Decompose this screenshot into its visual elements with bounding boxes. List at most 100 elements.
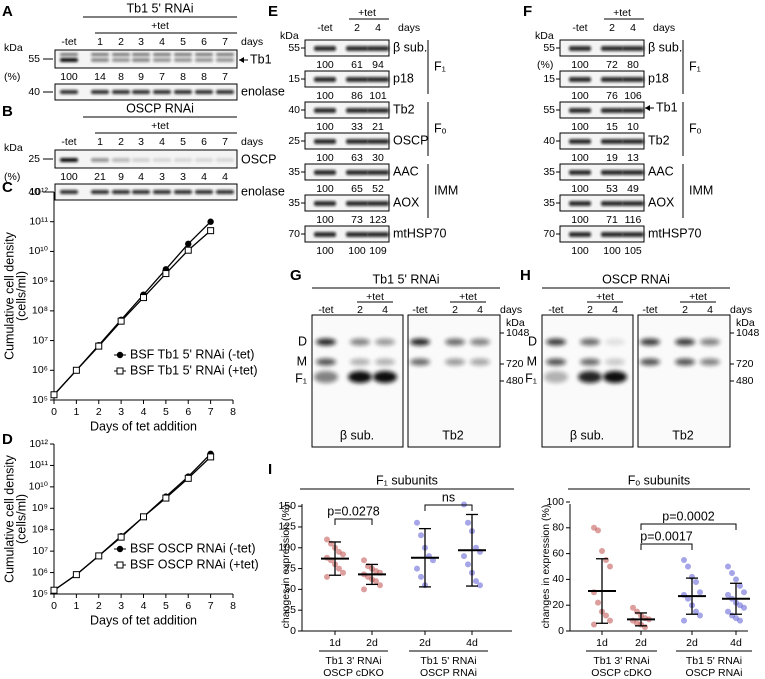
label: 35 — [543, 166, 555, 178]
band — [601, 201, 623, 206]
label: 100 — [316, 121, 334, 133]
gel-band — [314, 371, 338, 383]
label: 100 — [603, 245, 621, 257]
label: D — [298, 334, 307, 348]
band — [112, 90, 130, 94]
band — [346, 170, 368, 175]
label: 49 — [627, 183, 639, 195]
point — [162, 494, 170, 502]
gel-band — [640, 338, 660, 346]
label: 100 — [348, 245, 366, 257]
band — [569, 46, 591, 51]
gel-band — [605, 338, 625, 346]
label: 65 — [351, 183, 363, 195]
label: D — [528, 334, 537, 348]
label: D — [2, 431, 13, 448]
label: p=0.0278 — [327, 504, 380, 518]
label: 2d — [419, 637, 431, 649]
point — [117, 533, 125, 541]
band — [569, 170, 591, 175]
label: 10⁵ — [32, 394, 48, 406]
gel-band — [410, 358, 430, 366]
label: 100 — [316, 183, 334, 195]
band — [174, 58, 192, 62]
band — [174, 53, 192, 56]
label: +tet — [366, 291, 384, 303]
gel-band — [410, 338, 430, 346]
label: 1048 — [506, 327, 530, 339]
band — [153, 53, 171, 56]
label: A — [2, 3, 13, 20]
label: H — [520, 267, 531, 284]
band — [132, 53, 150, 56]
label: 6 — [185, 406, 191, 418]
label: 40 — [552, 573, 564, 585]
point — [72, 366, 80, 374]
bracket — [424, 504, 473, 511]
label: p=0.0002 — [662, 509, 715, 523]
series-line — [53, 230, 212, 396]
label: 25 — [284, 604, 296, 616]
label: 0 — [290, 625, 296, 637]
label: OSCP RNAi — [420, 667, 477, 679]
point — [461, 501, 467, 508]
label: AAC — [393, 164, 419, 178]
label: F₁ — [689, 59, 701, 73]
point — [591, 621, 597, 628]
label: Cumulative cell density — [2, 231, 16, 360]
label: days — [241, 136, 263, 148]
point — [336, 565, 342, 572]
label: 116 — [625, 214, 642, 226]
label: 3 — [138, 136, 144, 148]
label: enolase — [241, 84, 285, 98]
label: 15 — [606, 121, 618, 133]
label: F₁ subunits — [376, 473, 438, 487]
label: 10⁸ — [32, 305, 48, 317]
label: Tb1 5' RNAi — [373, 272, 440, 286]
point — [207, 218, 214, 225]
label: 72 — [606, 59, 618, 71]
band — [195, 90, 213, 94]
label: 125 — [278, 521, 296, 533]
label: 1 — [97, 136, 103, 148]
label: 63 — [351, 152, 363, 164]
label: 4 — [707, 304, 713, 316]
label: BSF Tb1 5' RNAi (+tet) — [130, 363, 258, 377]
label: 2d — [686, 637, 698, 649]
gel-band — [375, 358, 395, 366]
label: OSCP RNAi — [602, 272, 670, 286]
label: Fₒ — [434, 121, 447, 135]
label: 55 — [543, 104, 555, 116]
point — [340, 569, 346, 576]
label: 2 — [118, 136, 124, 148]
label: -tet — [412, 304, 427, 316]
bracket — [640, 523, 737, 530]
label: 0 — [51, 600, 57, 612]
label: 10⁷ — [33, 334, 49, 346]
label: enolase — [241, 184, 285, 198]
label: BSF OSCP RNAi (+tet) — [130, 557, 259, 571]
label: Tb1 3' RNAi — [593, 655, 649, 667]
gel — [407, 314, 501, 448]
label: 15 — [543, 73, 555, 85]
label: 100 — [60, 71, 78, 83]
label: 2 — [357, 304, 363, 316]
label: +tet — [151, 20, 169, 32]
label: 0 — [558, 625, 564, 637]
label: 10 — [627, 121, 639, 133]
point — [50, 586, 58, 594]
label: Tb2 — [648, 133, 670, 147]
label: 6 — [185, 600, 191, 612]
label: 21 — [94, 171, 106, 183]
label: 4d — [466, 637, 478, 649]
label: 1 — [73, 406, 79, 418]
label: +tet — [689, 291, 707, 303]
gel-band — [348, 371, 372, 383]
band — [569, 232, 591, 237]
label: +tet — [596, 291, 614, 303]
label: 1 — [73, 600, 79, 612]
label: (cells/ml) — [14, 271, 28, 321]
point — [184, 246, 192, 254]
gel-band — [544, 371, 568, 383]
band — [112, 158, 130, 162]
